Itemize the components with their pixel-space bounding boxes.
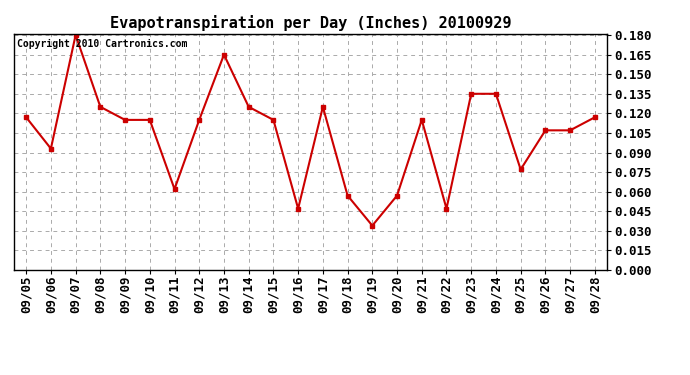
Text: Copyright 2010 Cartronics.com: Copyright 2010 Cartronics.com	[17, 39, 187, 48]
Title: Evapotranspiration per Day (Inches) 20100929: Evapotranspiration per Day (Inches) 2010…	[110, 15, 511, 31]
